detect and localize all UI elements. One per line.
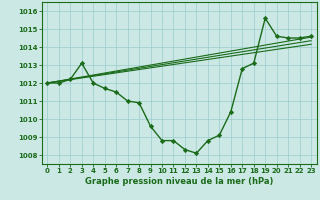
X-axis label: Graphe pression niveau de la mer (hPa): Graphe pression niveau de la mer (hPa) [85,177,273,186]
